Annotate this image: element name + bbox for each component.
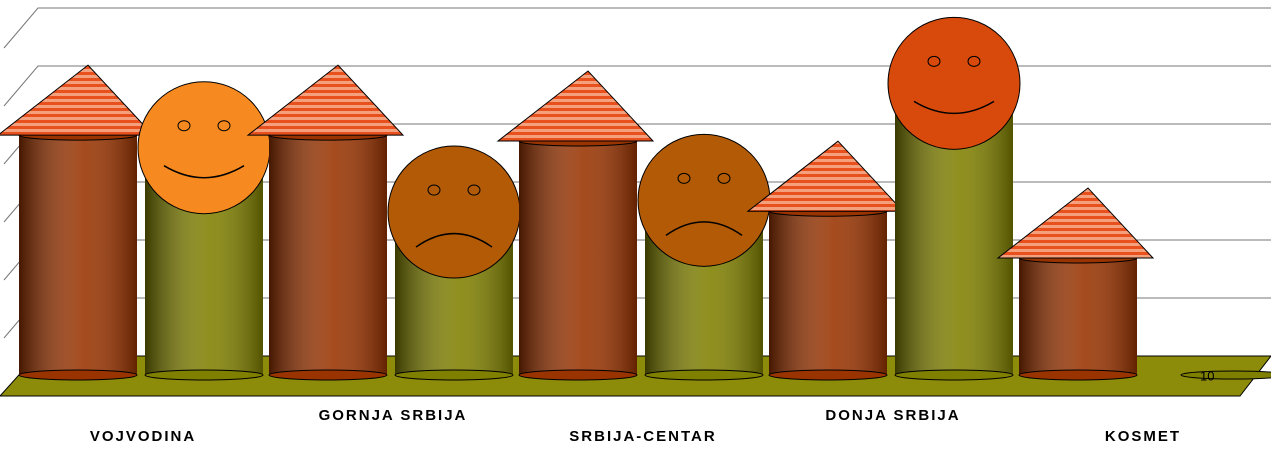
cylinder (519, 136, 637, 380)
bar-base (269, 370, 387, 380)
bar-base (1019, 370, 1137, 380)
bar (1181, 371, 1271, 379)
bar-shade (1019, 258, 1137, 375)
roof (0, 65, 153, 135)
grid-line (4, 8, 1271, 48)
bar-shade (269, 135, 387, 375)
cylinder (19, 130, 137, 380)
x-tick-label: GORNJA SRBIJA (319, 407, 468, 424)
bar-base (769, 370, 887, 380)
cylinder (769, 206, 887, 380)
roof (498, 71, 653, 141)
bar-base (519, 370, 637, 380)
cylinder (1019, 253, 1137, 380)
bar-shade (519, 141, 637, 375)
x-tick-label: SRBIJA-CENTAR (569, 428, 716, 445)
cylinder (269, 130, 387, 380)
bar-shade (769, 211, 887, 375)
x-tick-label: DONJA SRBIJA (825, 407, 960, 424)
bar-base (645, 370, 763, 380)
bar-base (19, 370, 137, 380)
roof (998, 188, 1153, 258)
bar-shade (19, 135, 137, 375)
smiley (138, 82, 270, 214)
roof (748, 141, 903, 211)
x-tick-label: VOJVODINA (90, 428, 196, 445)
slide-number: 10 (1200, 368, 1214, 383)
roof (248, 65, 403, 135)
bar-base (395, 370, 513, 380)
page: {"chart_data": {"type": "bar3d", "catego… (0, 0, 1271, 451)
bar-base (895, 370, 1013, 380)
x-tick-label: KOSMET (1105, 428, 1181, 445)
chart: VOJVODINA GORNJA SRBIJA SRBIJA-CENTAR DONJA… (0, 0, 1271, 446)
smiley (888, 17, 1020, 149)
bar-base (145, 370, 263, 380)
smiley (388, 146, 520, 278)
smiley (638, 134, 770, 266)
